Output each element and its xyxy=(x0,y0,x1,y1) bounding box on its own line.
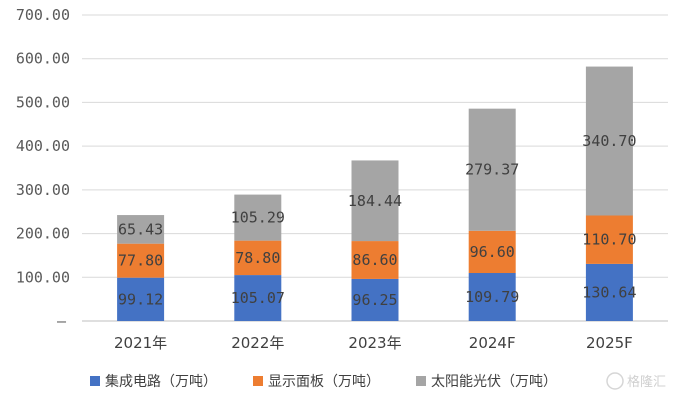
bar-segment xyxy=(117,243,165,278)
bar-segment xyxy=(234,240,282,276)
x-tick-label: 2024F xyxy=(469,334,516,352)
legend-swatch xyxy=(416,376,426,386)
y-tick-label: 200.00 xyxy=(16,225,70,243)
data-label: 184.44 xyxy=(348,192,402,210)
bar-segment xyxy=(468,230,516,274)
data-label: 77.80 xyxy=(118,252,163,270)
data-label: 105.29 xyxy=(231,209,285,227)
y-tick-label: 600.00 xyxy=(16,50,70,68)
bar-segment xyxy=(468,108,516,231)
y-tick-label: 100.00 xyxy=(16,268,70,286)
legend: 集成电路（万吨） 显示面板（万吨） 太阳能光伏（万吨） xyxy=(90,373,557,390)
x-tick-label: 2023年 xyxy=(348,334,401,352)
x-tick-label: 2025F xyxy=(586,334,633,352)
data-label: 78.80 xyxy=(235,249,280,267)
bar-segment xyxy=(234,275,282,321)
bar-segment xyxy=(468,273,516,321)
watermark-logo: 格隆汇 xyxy=(606,372,666,390)
bar-segment xyxy=(351,241,399,279)
bar-segment xyxy=(351,160,399,242)
bar-segment xyxy=(585,263,633,321)
data-label: 279.37 xyxy=(465,161,519,179)
bar-segment xyxy=(117,277,165,321)
data-label: 96.60 xyxy=(470,243,515,261)
watermark-icon xyxy=(606,372,624,390)
bars xyxy=(117,66,633,321)
x-tick-label: 2021年 xyxy=(114,334,167,352)
data-label: 65.43 xyxy=(118,220,163,238)
x-axis-ticks: 2021年 2022年 2023年 2024F 2025F xyxy=(114,334,633,352)
watermark-text: 格隆汇 xyxy=(627,374,666,390)
bar-segment xyxy=(585,66,633,216)
y-axis-ticks: – 100.00 200.00 300.00 400.00 500.00 600.00 700… xyxy=(16,6,70,330)
data-label: 109.79 xyxy=(465,288,519,306)
data-label: 340.70 xyxy=(582,132,636,150)
data-labels: 99.12 77.80 65.43 105.07 78.80 105.29 96.25 86.… xyxy=(118,132,636,309)
bar-segment xyxy=(351,278,399,321)
bar-segment xyxy=(234,194,282,241)
data-label: 96.25 xyxy=(352,291,397,309)
data-label: 105.07 xyxy=(231,289,285,307)
legend-label: 集成电路（万吨） xyxy=(105,373,217,390)
data-label: 130.64 xyxy=(582,283,636,301)
y-tick-label: 500.00 xyxy=(16,93,70,111)
y-tick-label: 300.00 xyxy=(16,181,70,199)
y-tick-label: – xyxy=(57,312,67,330)
x-tick-label: 2022年 xyxy=(231,334,284,352)
legend-swatch xyxy=(90,376,100,386)
data-label: 86.60 xyxy=(352,251,397,269)
y-tick-label: 400.00 xyxy=(16,137,70,155)
bar-segment xyxy=(585,215,633,264)
legend-label: 显示面板（万吨） xyxy=(268,374,380,390)
data-label: 110.70 xyxy=(582,231,636,249)
legend-label: 太阳能光伏（万吨） xyxy=(431,374,557,390)
legend-swatch xyxy=(253,376,263,386)
y-tick-label: 700.00 xyxy=(16,6,70,24)
bar-segment xyxy=(117,215,165,244)
data-label: 99.12 xyxy=(118,290,163,308)
